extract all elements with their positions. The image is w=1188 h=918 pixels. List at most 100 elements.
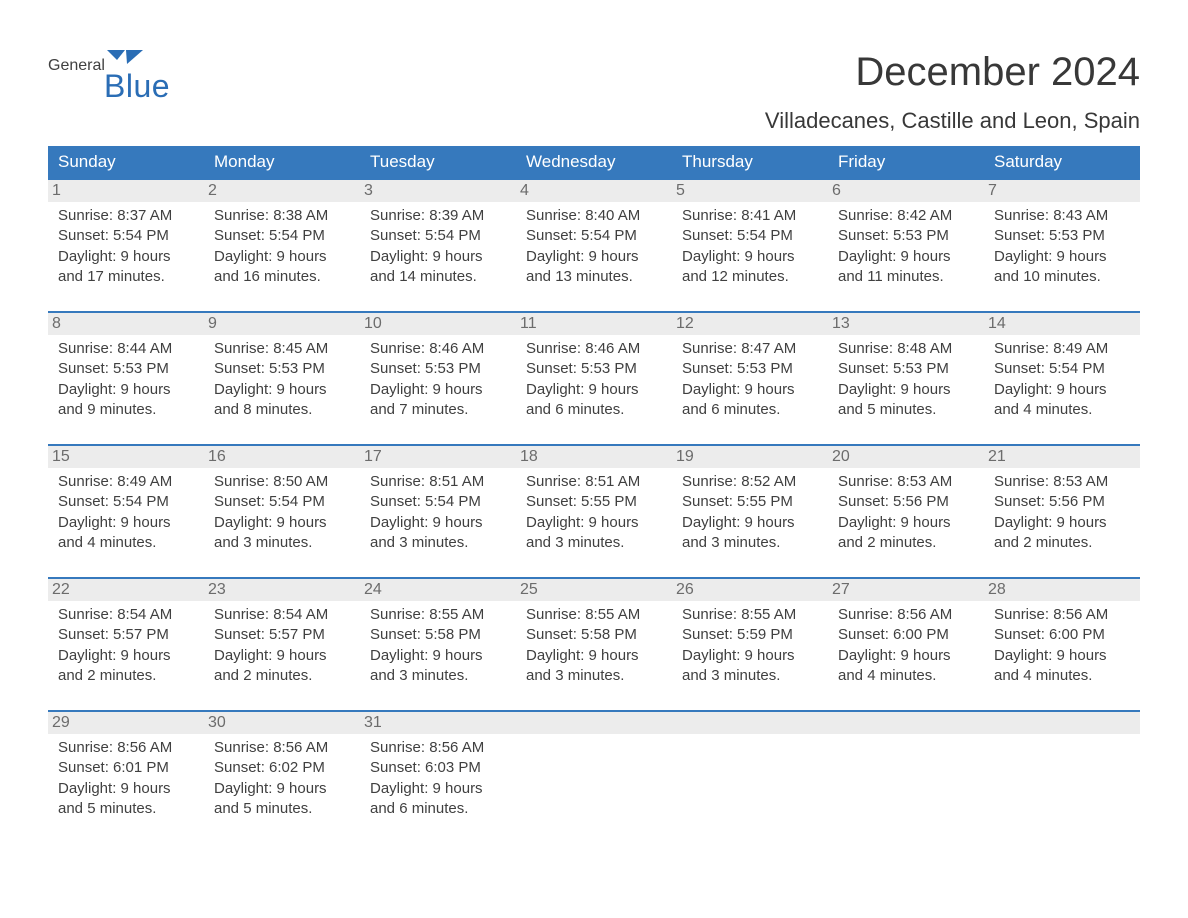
calendar-cell: 26Sunrise: 8:55 AMSunset: 5:59 PMDayligh… xyxy=(672,579,828,696)
sunrise-text: Sunrise: 8:55 AM xyxy=(370,605,506,625)
sunset-text: Sunset: 5:56 PM xyxy=(994,492,1130,512)
daylight-text: and 3 minutes. xyxy=(370,533,506,553)
sunset-text: Sunset: 5:57 PM xyxy=(58,625,194,645)
sunset-text: Sunset: 6:00 PM xyxy=(994,625,1130,645)
daylight-text: Daylight: 9 hours xyxy=(526,247,662,267)
calendar-cell: 8 Sunrise: 8:44 AMSunset: 5:53 PMDaylight… xyxy=(48,313,204,430)
day-number: 18 xyxy=(516,446,672,468)
daylight-text: and 3 minutes. xyxy=(370,666,506,686)
sunset-text: Sunset: 5:53 PM xyxy=(370,359,506,379)
calendar: Sunday Monday Tuesday Wednesday Thursday… xyxy=(48,146,1140,829)
sunset-text: Sunset: 5:54 PM xyxy=(370,226,506,246)
sunset-text: Sunset: 5:55 PM xyxy=(682,492,818,512)
sunrise-text: Sunrise: 8:43 AM xyxy=(994,206,1130,226)
day-number: 28 xyxy=(984,579,1140,601)
day-header-wednesday: Wednesday xyxy=(516,146,672,178)
calendar-cell xyxy=(984,712,1140,829)
sunrise-text: Sunrise: 8:53 AM xyxy=(838,472,974,492)
daylight-text: and 11 minutes. xyxy=(838,267,974,287)
calendar-cell: 3Sunrise: 8:39 AMSunset: 5:54 PMDaylight… xyxy=(360,180,516,297)
day-number: 5 xyxy=(672,180,828,202)
day-header-sunday: Sunday xyxy=(48,146,204,178)
sunset-text: Sunset: 5:53 PM xyxy=(58,359,194,379)
sunrise-text: Sunrise: 8:51 AM xyxy=(370,472,506,492)
week-row: 29Sunrise: 8:56 AMSunset: 6:01 PMDayligh… xyxy=(48,710,1140,829)
calendar-cell: 7Sunrise: 8:43 AMSunset: 5:53 PMDaylight… xyxy=(984,180,1140,297)
daylight-text: and 2 minutes. xyxy=(58,666,194,686)
sunrise-text: Sunrise: 8:56 AM xyxy=(838,605,974,625)
calendar-cell: 30Sunrise: 8:56 AMSunset: 6:02 PMDayligh… xyxy=(204,712,360,829)
daylight-text: Daylight: 9 hours xyxy=(838,513,974,533)
sunrise-text: Sunrise: 8:38 AM xyxy=(214,206,350,226)
sunset-text: Sunset: 6:03 PM xyxy=(370,758,506,778)
sunset-text: Sunset: 5:57 PM xyxy=(214,625,350,645)
day-number: 21 xyxy=(984,446,1140,468)
calendar-cell: 22Sunrise: 8:54 AMSunset: 5:57 PMDayligh… xyxy=(48,579,204,696)
sunrise-text: Sunrise: 8:56 AM xyxy=(214,738,350,758)
daylight-text: Daylight: 9 hours xyxy=(58,380,194,400)
daylight-text: and 2 minutes. xyxy=(214,666,350,686)
week-row: 1Sunrise: 8:37 AMSunset: 5:54 PMDaylight… xyxy=(48,178,1140,297)
day-header-saturday: Saturday xyxy=(984,146,1140,178)
day-number: 1 xyxy=(48,180,204,202)
calendar-cell: 11Sunrise: 8:46 AMSunset: 5:53 PMDayligh… xyxy=(516,313,672,430)
day-number: 27 xyxy=(828,579,984,601)
sunset-text: Sunset: 5:56 PM xyxy=(838,492,974,512)
daylight-text: and 7 minutes. xyxy=(370,400,506,420)
calendar-cell: 4Sunrise: 8:40 AMSunset: 5:54 PMDaylight… xyxy=(516,180,672,297)
sunrise-text: Sunrise: 8:47 AM xyxy=(682,339,818,359)
day-number-empty xyxy=(672,712,828,734)
calendar-cell: 1Sunrise: 8:37 AMSunset: 5:54 PMDaylight… xyxy=(48,180,204,297)
sunset-text: Sunset: 5:53 PM xyxy=(838,359,974,379)
day-number: 4 xyxy=(516,180,672,202)
daylight-text: Daylight: 9 hours xyxy=(58,513,194,533)
day-number: 10 xyxy=(360,313,516,335)
calendar-cell: 5Sunrise: 8:41 AMSunset: 5:54 PMDaylight… xyxy=(672,180,828,297)
sunrise-text: Sunrise: 8:40 AM xyxy=(526,206,662,226)
calendar-cell: 17Sunrise: 8:51 AMSunset: 5:54 PMDayligh… xyxy=(360,446,516,563)
sunset-text: Sunset: 5:54 PM xyxy=(58,492,194,512)
page-subtitle: Villadecanes, Castille and Leon, Spain xyxy=(48,108,1140,134)
daylight-text: and 3 minutes. xyxy=(682,533,818,553)
logo-text-blue: Blue xyxy=(104,70,170,102)
calendar-cell xyxy=(828,712,984,829)
sunset-text: Sunset: 5:53 PM xyxy=(526,359,662,379)
sunset-text: Sunset: 5:54 PM xyxy=(994,359,1130,379)
calendar-cell: 31Sunrise: 8:56 AMSunset: 6:03 PMDayligh… xyxy=(360,712,516,829)
day-number: 8 xyxy=(48,313,204,335)
daylight-text: Daylight: 9 hours xyxy=(214,513,350,533)
daylight-text: Daylight: 9 hours xyxy=(58,779,194,799)
daylight-text: Daylight: 9 hours xyxy=(526,380,662,400)
sunset-text: Sunset: 5:54 PM xyxy=(58,226,194,246)
sunset-text: Sunset: 5:54 PM xyxy=(214,492,350,512)
daylight-text: and 2 minutes. xyxy=(994,533,1130,553)
daylight-text: Daylight: 9 hours xyxy=(58,646,194,666)
daylight-text: Daylight: 9 hours xyxy=(838,247,974,267)
sunrise-text: Sunrise: 8:44 AM xyxy=(58,339,194,359)
sunrise-text: Sunrise: 8:50 AM xyxy=(214,472,350,492)
daylight-text: Daylight: 9 hours xyxy=(994,646,1130,666)
sunset-text: Sunset: 5:53 PM xyxy=(838,226,974,246)
day-header-thursday: Thursday xyxy=(672,146,828,178)
daylight-text: and 5 minutes. xyxy=(838,400,974,420)
daylight-text: and 4 minutes. xyxy=(994,400,1130,420)
daylight-text: Daylight: 9 hours xyxy=(682,646,818,666)
daylight-text: Daylight: 9 hours xyxy=(214,646,350,666)
day-number-empty xyxy=(828,712,984,734)
sunset-text: Sunset: 5:53 PM xyxy=(682,359,818,379)
day-number: 25 xyxy=(516,579,672,601)
daylight-text: Daylight: 9 hours xyxy=(370,247,506,267)
daylight-text: Daylight: 9 hours xyxy=(526,513,662,533)
daylight-text: and 17 minutes. xyxy=(58,267,194,287)
calendar-cell: 18Sunrise: 8:51 AMSunset: 5:55 PMDayligh… xyxy=(516,446,672,563)
daylight-text: Daylight: 9 hours xyxy=(58,247,194,267)
day-number-empty xyxy=(516,712,672,734)
daylight-text: Daylight: 9 hours xyxy=(370,513,506,533)
daylight-text: and 13 minutes. xyxy=(526,267,662,287)
sunset-text: Sunset: 6:00 PM xyxy=(838,625,974,645)
sunrise-text: Sunrise: 8:52 AM xyxy=(682,472,818,492)
day-number: 29 xyxy=(48,712,204,734)
daylight-text: and 3 minutes. xyxy=(682,666,818,686)
daylight-text: and 6 minutes. xyxy=(370,799,506,819)
calendar-cell: 20Sunrise: 8:53 AMSunset: 5:56 PMDayligh… xyxy=(828,446,984,563)
